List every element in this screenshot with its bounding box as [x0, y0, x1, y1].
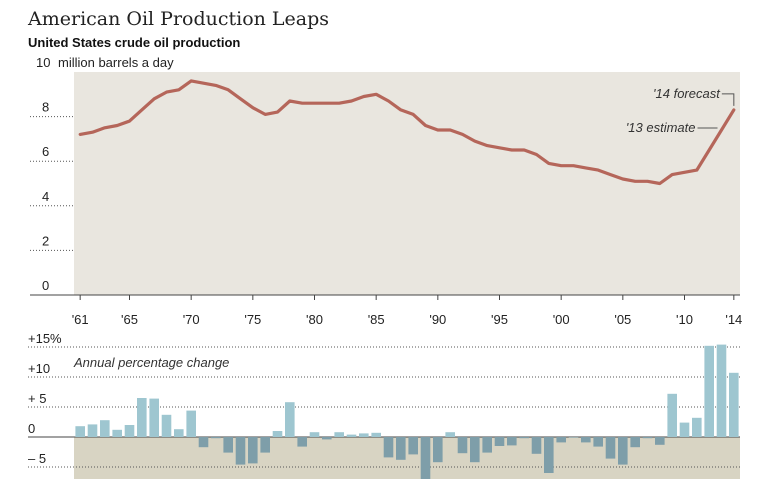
- bar-y-tick-label: 0: [28, 421, 35, 436]
- change-bar: [655, 437, 665, 445]
- x-tick-label: '05: [614, 312, 631, 327]
- change-bar: [630, 437, 640, 448]
- change-bar: [568, 437, 579, 438]
- y-tick-label: 8: [42, 100, 49, 115]
- x-tick-label: '00: [553, 312, 570, 327]
- change-bar: [174, 429, 184, 437]
- change-bar: [87, 424, 98, 437]
- change-bar: [692, 417, 702, 437]
- change-bar: [679, 422, 690, 437]
- x-tick-label: '80: [306, 312, 323, 327]
- change-bar: [297, 437, 307, 447]
- change-bar: [470, 437, 480, 463]
- change-bar: [494, 437, 505, 446]
- y-axis-unit-label: million barrels a day: [58, 55, 174, 70]
- y-tick-label: 10: [36, 55, 50, 70]
- x-tick-label: '90: [429, 312, 446, 327]
- change-bar: [408, 437, 418, 455]
- change-bar: [457, 437, 468, 454]
- y-tick-label: 4: [42, 189, 49, 204]
- change-bar: [433, 437, 443, 463]
- y-tick-label: 2: [42, 233, 49, 248]
- change-bar: [556, 437, 566, 443]
- x-tick-label: '85: [368, 312, 385, 327]
- change-bar: [581, 437, 591, 443]
- change-bar: [729, 372, 739, 437]
- change-bar: [75, 426, 85, 437]
- change-bar: [149, 398, 159, 437]
- change-bar: [507, 437, 517, 446]
- x-tick-label: '70: [183, 312, 200, 327]
- bar-y-tick-label: – 5: [28, 451, 46, 466]
- change-bar: [420, 437, 431, 479]
- change-bar: [137, 398, 147, 437]
- change-bar: [260, 437, 270, 453]
- change-bar: [383, 437, 394, 458]
- change-bar: [544, 437, 554, 473]
- negative-band: [74, 437, 740, 479]
- x-tick-label: '10: [676, 312, 693, 327]
- change-bar: [161, 414, 172, 437]
- change-bar: [359, 433, 369, 437]
- change-bar: [618, 437, 628, 465]
- change-bar: [309, 432, 320, 437]
- change-bar: [124, 425, 135, 437]
- change-bar: [531, 437, 542, 454]
- change-bar: [248, 437, 258, 464]
- bar-y-tick-label: +15%: [28, 331, 62, 346]
- x-tick-label: '14: [725, 312, 742, 327]
- change-bar: [396, 437, 406, 460]
- x-tick-label: '61: [72, 312, 89, 327]
- production-line-chart: 0 2 4 6 8 10 million barrels a day '61 '65 '70 '75…: [30, 55, 742, 327]
- change-bar: [211, 437, 221, 439]
- change-bar: [272, 431, 283, 437]
- annotation-2013-estimate: '13 estimate: [626, 120, 696, 135]
- change-bar: [112, 429, 122, 437]
- change-bar: [482, 437, 492, 453]
- change-bar: [716, 344, 727, 437]
- change-bar: [346, 434, 357, 437]
- change-bar: [704, 345, 714, 437]
- change-bar: [285, 402, 295, 437]
- change-bar: [198, 437, 209, 448]
- change-bar: [235, 437, 246, 465]
- change-bar: [100, 420, 110, 437]
- x-tick-label: '75: [244, 312, 261, 327]
- bar-chart-title: Annual percentage change: [73, 355, 229, 370]
- change-bar: [519, 437, 529, 439]
- change-bar: [334, 432, 344, 437]
- change-bar: [445, 432, 455, 437]
- change-bar: [593, 437, 603, 447]
- percentage-change-bar-chart: – 5 0 + 5 +10 +15% Annual percentage change: [28, 331, 740, 479]
- chart-subtitle: United States crude oil production: [28, 35, 241, 50]
- change-bar: [371, 432, 381, 437]
- change-bar: [223, 437, 233, 453]
- bar-y-tick-label: + 5: [28, 391, 46, 406]
- x-tick-label: '65: [121, 312, 138, 327]
- bar-panel-background: [74, 347, 740, 437]
- y-tick-label: 0: [42, 278, 49, 293]
- chart-title: American Oil Production Leaps: [28, 8, 330, 30]
- line-panel-background: [74, 72, 740, 295]
- annotation-leader-2014: [721, 93, 735, 106]
- change-bar: [667, 393, 677, 437]
- change-bar: [605, 437, 616, 459]
- change-bar: [322, 437, 332, 440]
- y-tick-label: 6: [42, 144, 49, 159]
- change-bar: [186, 410, 196, 437]
- annotation-2014-forecast: '14 forecast: [653, 86, 721, 101]
- production-series-line: [78, 79, 736, 186]
- x-tick-label: '95: [491, 312, 508, 327]
- bar-y-tick-label: +10: [28, 361, 50, 376]
- change-bar: [642, 437, 653, 439]
